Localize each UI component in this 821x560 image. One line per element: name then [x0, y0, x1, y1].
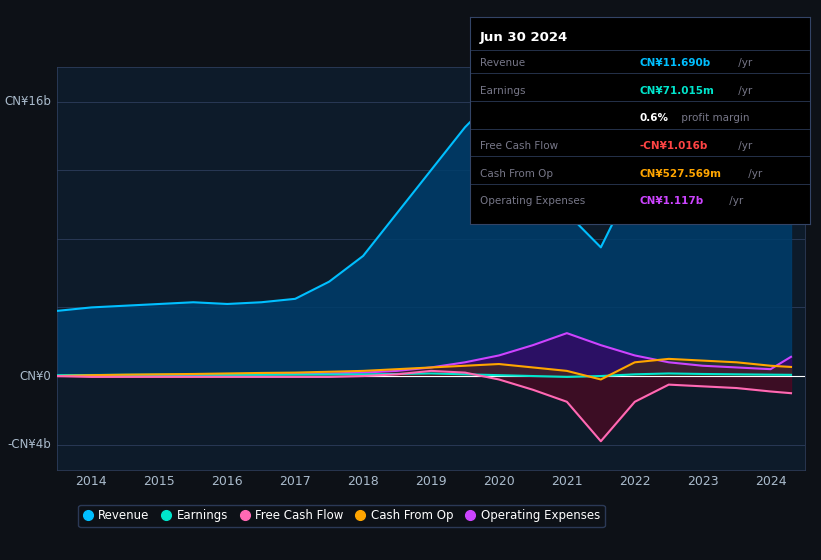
Text: Cash From Op: Cash From Op	[479, 169, 553, 179]
Text: CN¥71.015m: CN¥71.015m	[640, 86, 715, 96]
Text: CN¥16b: CN¥16b	[5, 95, 52, 108]
Text: Earnings: Earnings	[479, 86, 525, 96]
Text: /yr: /yr	[736, 141, 753, 151]
Text: CN¥11.690b: CN¥11.690b	[640, 58, 711, 68]
Text: Jun 30 2024: Jun 30 2024	[479, 31, 568, 44]
Text: CN¥0: CN¥0	[20, 370, 52, 382]
Text: -CN¥4b: -CN¥4b	[7, 438, 52, 451]
Text: CN¥527.569m: CN¥527.569m	[640, 169, 722, 179]
Text: CN¥1.117b: CN¥1.117b	[640, 197, 704, 207]
Text: Free Cash Flow: Free Cash Flow	[479, 141, 558, 151]
Text: profit margin: profit margin	[678, 114, 750, 124]
Text: Operating Expenses: Operating Expenses	[479, 197, 585, 207]
Legend: Revenue, Earnings, Free Cash Flow, Cash From Op, Operating Expenses: Revenue, Earnings, Free Cash Flow, Cash …	[78, 505, 604, 527]
Text: Revenue: Revenue	[479, 58, 525, 68]
Text: /yr: /yr	[745, 169, 762, 179]
Text: /yr: /yr	[736, 58, 753, 68]
Text: /yr: /yr	[736, 86, 753, 96]
Text: 0.6%: 0.6%	[640, 114, 669, 124]
Text: /yr: /yr	[726, 197, 743, 207]
Text: -CN¥1.016b: -CN¥1.016b	[640, 141, 709, 151]
